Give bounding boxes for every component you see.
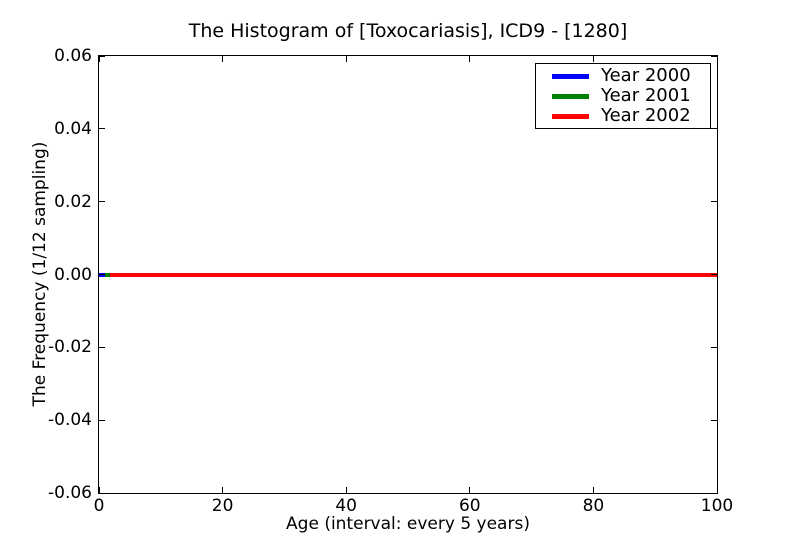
x-tick-mark bbox=[716, 487, 717, 493]
x-tick-mark-top bbox=[345, 56, 347, 62]
legend-item-label: Year 2001 bbox=[601, 85, 691, 106]
legend-item: Year 2000 bbox=[536, 66, 710, 86]
y-tick-label: -0.04 bbox=[48, 410, 92, 431]
y-tick-mark bbox=[99, 274, 105, 275]
x-tick-label: 60 bbox=[458, 496, 481, 516]
y-tick-mark bbox=[99, 492, 105, 493]
legend-line-swatch bbox=[552, 113, 589, 119]
x-axis-label: Age (interval: every 5 years) bbox=[286, 514, 530, 534]
x-tick-label: 80 bbox=[582, 496, 605, 516]
y-tick-label: -0.02 bbox=[48, 337, 92, 358]
legend-line-swatch bbox=[552, 73, 589, 79]
y-tick-mark-right bbox=[711, 274, 717, 275]
y-tick-label: 0.06 bbox=[54, 46, 92, 66]
y-tick-mark bbox=[99, 346, 105, 348]
y-tick-mark bbox=[99, 56, 105, 57]
y-tick-label: -0.06 bbox=[48, 483, 92, 503]
x-tick-mark bbox=[345, 487, 347, 493]
x-tick-mark bbox=[469, 487, 471, 493]
legend: Year 2000 Year 2001 Year 2002 bbox=[535, 63, 711, 129]
x-tick-mark-top bbox=[99, 56, 100, 62]
y-tick-mark bbox=[99, 419, 105, 421]
y-tick-label: 0.00 bbox=[54, 264, 92, 285]
legend-line-swatch bbox=[552, 93, 589, 99]
y-tick-label: 0.02 bbox=[54, 191, 92, 212]
y-tick-mark-right bbox=[711, 128, 717, 130]
x-tick-mark bbox=[592, 487, 594, 493]
y-tick-mark bbox=[99, 201, 105, 203]
x-tick-mark-top bbox=[592, 56, 594, 62]
legend-item-label: Year 2000 bbox=[601, 65, 691, 86]
x-tick-mark bbox=[222, 487, 224, 493]
y-tick-mark-right bbox=[711, 56, 717, 57]
y-tick-label: 0.04 bbox=[54, 118, 92, 139]
legend-item-label: Year 2002 bbox=[601, 105, 691, 126]
y-tick-mark-right bbox=[711, 346, 717, 348]
series-line-year-2002 bbox=[110, 272, 717, 277]
x-tick-label: 100 bbox=[700, 496, 734, 516]
y-tick-mark bbox=[99, 128, 105, 130]
x-tick-label: 40 bbox=[335, 496, 358, 516]
x-tick-label: 20 bbox=[211, 496, 234, 516]
y-tick-mark-right bbox=[711, 419, 717, 421]
y-tick-mark-right bbox=[711, 492, 717, 493]
x-tick-mark-top bbox=[716, 56, 717, 62]
chart-title: The Histogram of [Toxocariasis], ICD9 - … bbox=[188, 20, 628, 42]
y-axis-label: The Frequency (1/12 sampling) bbox=[30, 141, 50, 407]
y-tick-mark-right bbox=[711, 201, 717, 203]
legend-item: Year 2001 bbox=[536, 86, 710, 106]
x-tick-mark-top bbox=[222, 56, 224, 62]
x-tick-mark bbox=[99, 487, 100, 493]
legend-item: Year 2002 bbox=[536, 106, 710, 126]
x-tick-label: 0 bbox=[93, 496, 105, 516]
x-tick-mark-top bbox=[469, 56, 471, 62]
